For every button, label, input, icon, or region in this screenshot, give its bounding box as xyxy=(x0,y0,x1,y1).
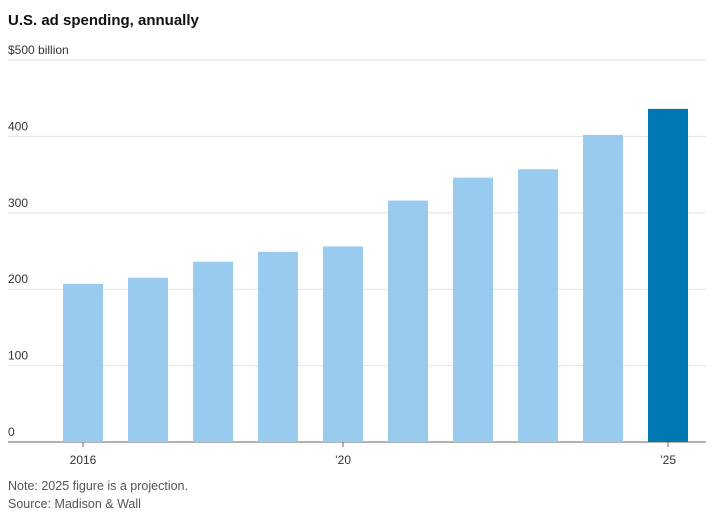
bar xyxy=(648,108,688,443)
bar xyxy=(583,134,623,442)
bar xyxy=(63,283,103,442)
source: Source: Madison & Wall xyxy=(8,497,141,511)
y-tick-label: 0 xyxy=(8,425,15,439)
note: Note: 2025 figure is a projection. xyxy=(8,479,188,493)
bar xyxy=(323,246,363,442)
x-tick-label: 2016 xyxy=(70,453,97,467)
x-tick-label: ’20 xyxy=(335,453,351,467)
bar xyxy=(518,169,558,442)
y-tick-label: 400 xyxy=(8,119,28,133)
x-tick-label: ’25 xyxy=(660,453,676,467)
y-tick-label: 100 xyxy=(8,349,28,363)
bar xyxy=(388,200,428,442)
bar xyxy=(453,177,493,442)
chart-title: U.S. ad spending, annually xyxy=(8,12,200,29)
bar xyxy=(258,251,298,442)
y-tick-label: 200 xyxy=(8,272,28,286)
y-tick-label: 300 xyxy=(8,196,28,210)
bar xyxy=(193,261,233,442)
bar xyxy=(128,277,168,442)
y-tick-label: $500 billion xyxy=(8,43,69,57)
